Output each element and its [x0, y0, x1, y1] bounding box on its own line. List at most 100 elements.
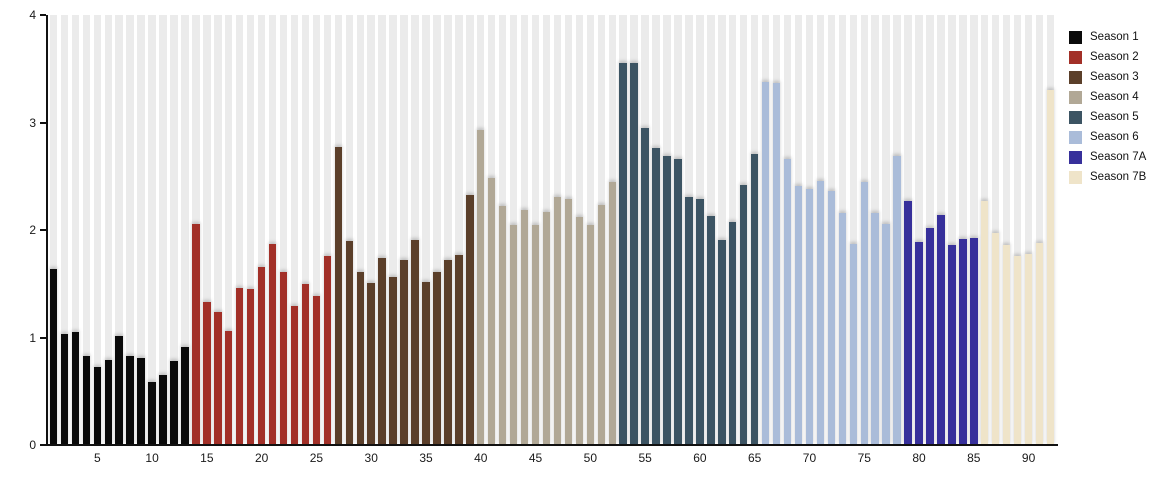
y-axis-label: 3 — [29, 115, 36, 130]
episode-slot — [245, 15, 256, 445]
bar — [1046, 90, 1055, 445]
episode-slot — [585, 15, 596, 445]
bar — [93, 366, 101, 445]
bar — [959, 238, 967, 445]
y-axis-line — [46, 15, 48, 445]
episode-slot — [234, 15, 245, 445]
episode-slot — [355, 15, 366, 445]
episode-slot — [399, 15, 410, 445]
episode-slot — [793, 15, 804, 445]
background-band — [367, 15, 375, 445]
episode-slot — [771, 15, 782, 445]
background-band — [148, 15, 156, 445]
background-band — [345, 15, 353, 445]
x-axis-label: 15 — [200, 451, 214, 465]
bar — [674, 159, 682, 445]
bar — [981, 200, 989, 445]
x-axis-label: 75 — [857, 451, 871, 465]
bar — [608, 181, 616, 445]
bar — [915, 241, 923, 445]
legend-swatch — [1069, 130, 1082, 144]
episode-slot — [223, 15, 234, 445]
episode-slot — [377, 15, 388, 445]
legend-swatch — [1069, 90, 1082, 104]
legend-swatch — [1069, 30, 1082, 44]
legend-item: Season 6 — [1069, 127, 1146, 147]
bar — [718, 239, 726, 445]
bar — [542, 211, 551, 445]
background-band — [312, 15, 321, 445]
episode-slot — [92, 15, 103, 445]
episode-slot — [892, 15, 903, 445]
episode-slot — [716, 15, 727, 445]
background-band — [214, 15, 222, 445]
background-band — [126, 15, 134, 445]
bar — [937, 214, 945, 445]
x-axis-label: 70 — [802, 451, 817, 465]
bar — [1002, 245, 1011, 445]
bar — [433, 271, 441, 445]
episode-slot — [804, 15, 815, 445]
legend-label: Season 5 — [1090, 111, 1139, 123]
x-axis-label: 45 — [528, 451, 543, 465]
x-axis-label: 55 — [638, 451, 652, 465]
episode-slot — [640, 15, 651, 445]
episode-slot — [749, 15, 760, 445]
bar — [323, 255, 332, 445]
bar — [970, 237, 978, 445]
background-band — [433, 15, 441, 445]
background-band — [389, 15, 397, 445]
background-band — [1013, 15, 1022, 445]
episode-slot — [256, 15, 267, 445]
background-band — [71, 15, 80, 445]
bar — [860, 181, 868, 445]
x-axis-line — [46, 444, 1058, 446]
bar — [904, 200, 912, 445]
episode-slot — [114, 15, 125, 445]
background-band — [992, 15, 1000, 445]
episode-slot — [683, 15, 694, 445]
episode-slot — [651, 15, 662, 445]
bar — [685, 196, 693, 445]
episode-slot — [212, 15, 223, 445]
legend-label: Season 2 — [1090, 51, 1139, 63]
bar — [520, 209, 529, 445]
episode-slot — [738, 15, 749, 445]
bar — [49, 268, 58, 445]
episode-slot — [925, 15, 936, 445]
bar — [466, 194, 474, 445]
bar — [345, 240, 353, 445]
bar — [1024, 253, 1033, 445]
background-band — [279, 15, 288, 445]
bar — [71, 332, 80, 445]
episode-slot — [1034, 15, 1045, 445]
episode-slot — [662, 15, 673, 445]
bar — [225, 331, 233, 445]
bar — [82, 355, 91, 445]
episode-slot — [190, 15, 201, 445]
bar — [849, 243, 857, 445]
y-axis-tick — [40, 121, 46, 124]
episode-slot — [333, 15, 344, 445]
bar — [422, 281, 430, 445]
bar — [663, 155, 671, 445]
bar — [181, 347, 189, 445]
bar — [378, 257, 386, 445]
bar — [301, 283, 310, 445]
bar — [816, 180, 825, 445]
y-axis-tick — [40, 229, 46, 231]
bar — [992, 233, 1000, 445]
bar — [104, 360, 112, 445]
episode-slot — [366, 15, 377, 445]
background-band — [849, 15, 857, 445]
episode-slot — [70, 15, 81, 445]
episode-slot — [322, 15, 333, 445]
episode-slot — [574, 15, 585, 445]
background-band — [444, 15, 452, 445]
bar — [750, 153, 759, 445]
legend-item: Season 7B — [1069, 167, 1146, 187]
bar — [630, 63, 638, 445]
episode-slot — [705, 15, 716, 445]
background-band — [290, 15, 299, 445]
episode-slot — [300, 15, 311, 445]
